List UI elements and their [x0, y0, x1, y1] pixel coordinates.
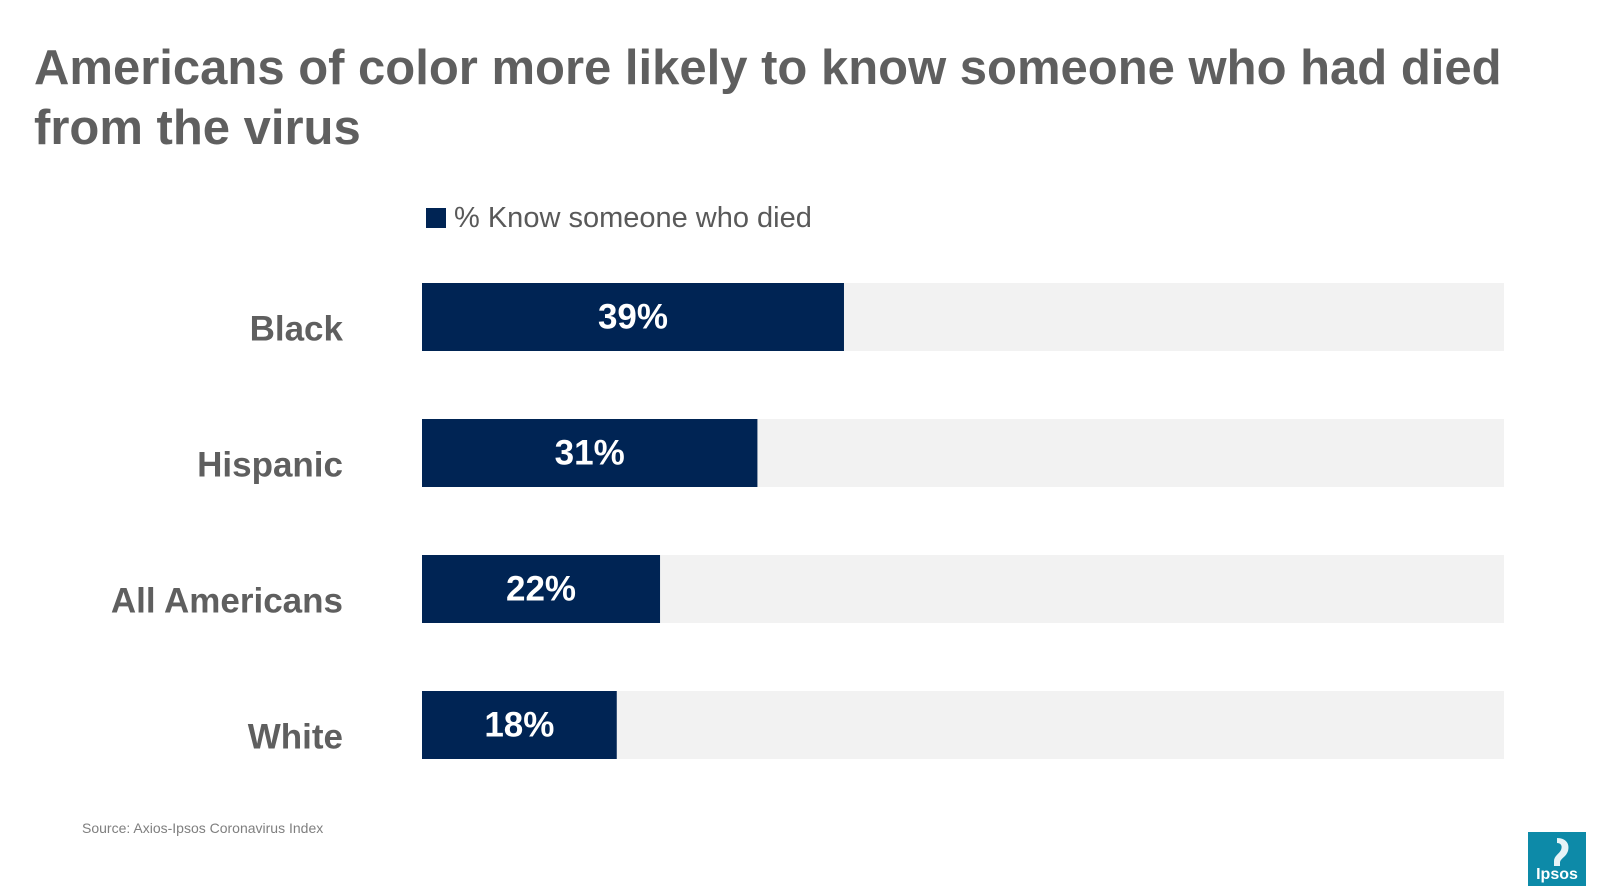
category-label: White	[248, 718, 343, 757]
bar-hispanic	[422, 419, 758, 487]
bar-all-americans	[422, 555, 661, 623]
bar-white	[422, 691, 617, 759]
ipsos-logo: Ipsos	[1528, 832, 1586, 886]
category-label: Black	[250, 310, 344, 349]
source-note: Source: Axios-Ipsos Coronavirus Index	[82, 820, 324, 836]
logo-mark	[1554, 838, 1569, 866]
logo-text: Ipsos	[1536, 866, 1578, 883]
value-label: 18%	[484, 706, 554, 745]
category-label: All Americans	[111, 582, 343, 621]
value-label: 39%	[598, 298, 668, 337]
legend-swatch	[426, 208, 446, 228]
bar-black	[422, 283, 844, 351]
category-label: Hispanic	[197, 446, 343, 485]
value-label: 31%	[555, 434, 625, 473]
value-label: 22%	[506, 570, 576, 609]
legend: % Know someone who died	[426, 198, 812, 238]
legend-label: % Know someone who died	[454, 201, 812, 234]
chart-title: Americans of color more likely to know s…	[34, 41, 1502, 155]
